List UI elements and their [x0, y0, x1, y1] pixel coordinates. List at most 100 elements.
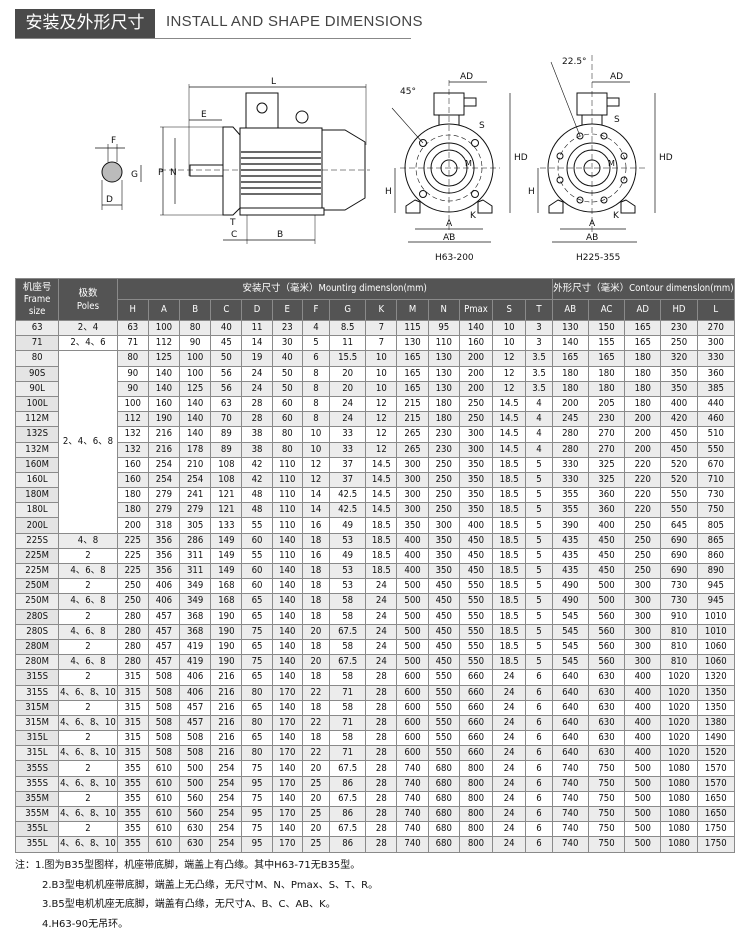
col-header-s: S [492, 299, 527, 321]
cell-hd: 450 [660, 441, 698, 458]
cell-ad: 500 [624, 836, 662, 853]
cell-a: 610 [147, 836, 181, 853]
poles-cell: 4、6、8、10 [58, 775, 118, 792]
cell-d: 42 [241, 471, 273, 489]
cell-pmax: 160 [458, 335, 494, 352]
cell-l: 270 [696, 319, 736, 337]
cell-h: 71 [116, 335, 149, 352]
cell-e: 110 [271, 471, 303, 489]
cell-l: 1060 [696, 654, 736, 671]
cell-b: 241 [179, 487, 212, 504]
table-row: 160M 160 254 210 108 42 110 12 37 14.5 300 250 350 18… [14, 456, 736, 473]
cell-pmax: 300 [458, 426, 494, 443]
title-cn: 安装及外形尺寸 [15, 9, 155, 38]
poles-cell: 2 [58, 821, 118, 838]
cell-k: 24 [365, 578, 398, 595]
cell-l: 1490 [696, 730, 736, 747]
cell-t: 4 [525, 395, 553, 413]
cell-ab: 390 [551, 517, 589, 534]
cell-c: 149 [210, 547, 243, 565]
cell-m: 740 [396, 760, 429, 777]
cell-c: 254 [210, 775, 243, 792]
cell-k: 18.5 [365, 532, 398, 549]
cell-ad: 300 [624, 623, 662, 640]
cell-e: 170 [271, 836, 303, 853]
cell-e: 110 [271, 456, 303, 473]
cell-a: 356 [147, 547, 181, 565]
cell-c: 149 [210, 532, 243, 549]
cell-d: 75 [241, 790, 273, 808]
cell-t: 6 [525, 669, 553, 686]
frame-size-cell: 315S [14, 669, 60, 686]
cell-ac: 150 [587, 319, 626, 337]
cell-b: 210 [179, 456, 212, 473]
poles-cell: 4、6、8 [58, 593, 118, 610]
cell-s: 18.5 [492, 502, 527, 519]
cell-ad: 250 [624, 547, 662, 565]
cell-l: 710 [696, 471, 736, 489]
frame-size-cell: 355M [14, 790, 60, 808]
table-row: 315M 4、6、8、10 315 508 457 216 80 170 22 71 28 600 55… [14, 714, 736, 732]
cell-e: 140 [271, 578, 303, 595]
table-row: 315S 2 315 508 406 216 65 140 18 58 28 600 550 660 24 6… [14, 669, 736, 686]
cell-l: 670 [696, 456, 736, 473]
cell-g: 20 [329, 380, 367, 397]
cell-ad: 400 [624, 684, 662, 701]
cell-hd: 1020 [660, 714, 698, 732]
poles-cell: 2 [58, 669, 118, 686]
cell-g: 37 [329, 456, 367, 473]
cell-l: 510 [696, 426, 736, 443]
col-header-ab: AB [551, 299, 589, 321]
table-row: 315L 2 315 508 508 216 65 140 18 58 28 600 550 660 24 6… [14, 730, 736, 747]
cell-hd: 1080 [660, 775, 698, 792]
cell-l: 1010 [696, 623, 736, 640]
cell-a: 508 [147, 669, 181, 686]
cell-f: 20 [301, 654, 331, 671]
cell-pmax: 200 [458, 350, 494, 367]
cell-ac: 630 [587, 669, 626, 686]
cell-ad: 400 [624, 714, 662, 732]
cell-b: 349 [179, 578, 212, 595]
cell-s: 24 [492, 790, 527, 808]
cell-hd: 810 [660, 654, 698, 671]
cell-c: 254 [210, 821, 243, 838]
cell-k: 18.5 [365, 562, 398, 580]
cell-a: 356 [147, 562, 181, 580]
cell-s: 18.5 [492, 517, 527, 534]
cell-pmax: 800 [458, 775, 494, 792]
cell-b: 286 [179, 532, 212, 549]
frame-size-cell: 355L [14, 836, 60, 853]
table-row: 80 2、4、6、8 80 125 100 50 19 40 6 15.5 10 165 130 200 1… [14, 350, 736, 534]
cell-c: 63 [210, 395, 243, 413]
cell-ab: 640 [551, 745, 589, 762]
cell-pmax: 800 [458, 790, 494, 808]
cell-ad: 220 [624, 502, 662, 519]
frame-size-cell: 180M [14, 487, 60, 504]
cell-h: 225 [116, 547, 149, 565]
cell-c: 121 [210, 502, 243, 519]
cell-pmax: 350 [458, 487, 494, 504]
cell-s: 18.5 [492, 608, 527, 625]
cell-h: 355 [116, 790, 149, 808]
col-header-b: B [179, 299, 212, 321]
cell-h: 355 [116, 836, 149, 853]
table-row: 280M 2 280 457 419 190 65 140 18 58 24 500 450 550 18.… [14, 638, 736, 656]
cell-pmax: 350 [458, 456, 494, 473]
cell-g: 86 [329, 836, 367, 853]
cell-pmax: 550 [458, 608, 494, 625]
cell-n: 300 [427, 517, 460, 534]
cell-s: 24 [492, 821, 527, 838]
cell-d: 28 [241, 395, 273, 413]
cell-e: 80 [271, 426, 303, 443]
cell-s: 24 [492, 730, 527, 747]
cell-f: 8 [301, 380, 331, 397]
cell-h: 355 [116, 775, 149, 792]
cell-ac: 560 [587, 623, 626, 640]
cell-hd: 1080 [660, 821, 698, 838]
cell-l: 1650 [696, 790, 736, 808]
cell-h: 180 [116, 502, 149, 519]
cell-c: 56 [210, 380, 243, 397]
col-header-n: N [427, 299, 460, 321]
cell-ac: 180 [587, 380, 626, 397]
cell-a: 508 [147, 684, 181, 701]
